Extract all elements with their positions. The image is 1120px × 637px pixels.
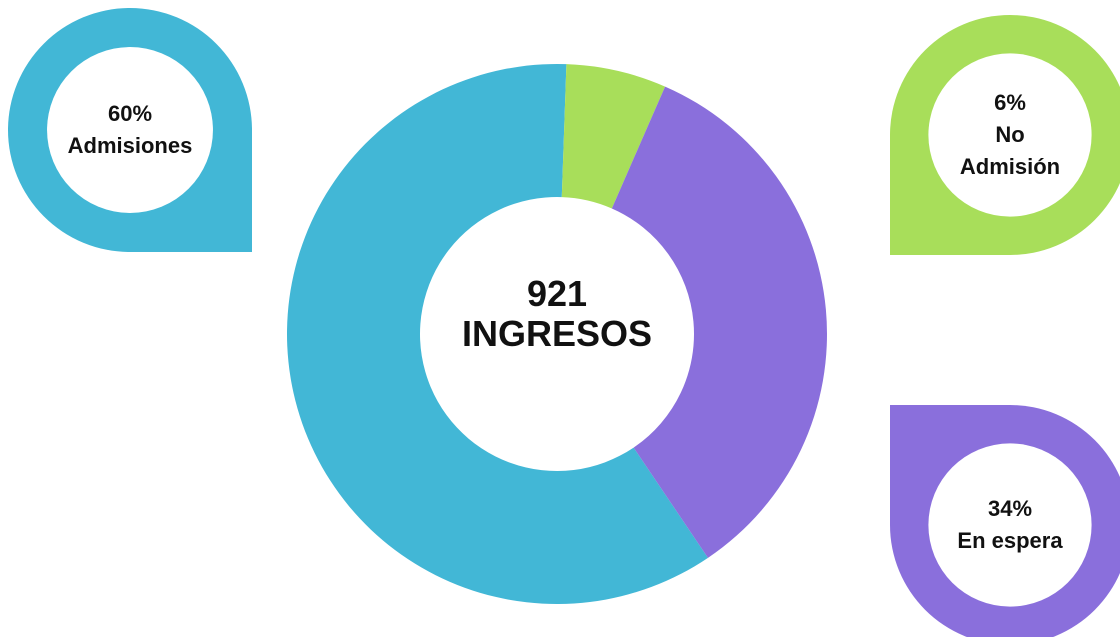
callout-inner bbox=[928, 53, 1092, 217]
category-label: No Admisión bbox=[959, 122, 1061, 179]
total-label: INGRESOS bbox=[461, 313, 653, 354]
wedge bbox=[286, 63, 708, 604]
callout-label: 6% No Admisión bbox=[950, 87, 1070, 183]
wedge bbox=[611, 86, 827, 558]
category-label: Admisiones bbox=[67, 133, 193, 158]
wedge bbox=[561, 64, 666, 209]
callout-inner bbox=[928, 443, 1092, 607]
value-label: 6% bbox=[994, 90, 1026, 115]
center-label: 921 INGRESOS bbox=[462, 274, 652, 354]
value-label: 34% bbox=[987, 496, 1033, 521]
callout-label: 60% Admisiones bbox=[45, 98, 215, 162]
callout-label: 34% En espera bbox=[935, 493, 1085, 557]
callout-inner bbox=[47, 47, 213, 213]
value-label: 60% bbox=[107, 101, 153, 126]
total: 921 bbox=[526, 273, 588, 314]
category-label: En espera bbox=[957, 528, 1063, 553]
